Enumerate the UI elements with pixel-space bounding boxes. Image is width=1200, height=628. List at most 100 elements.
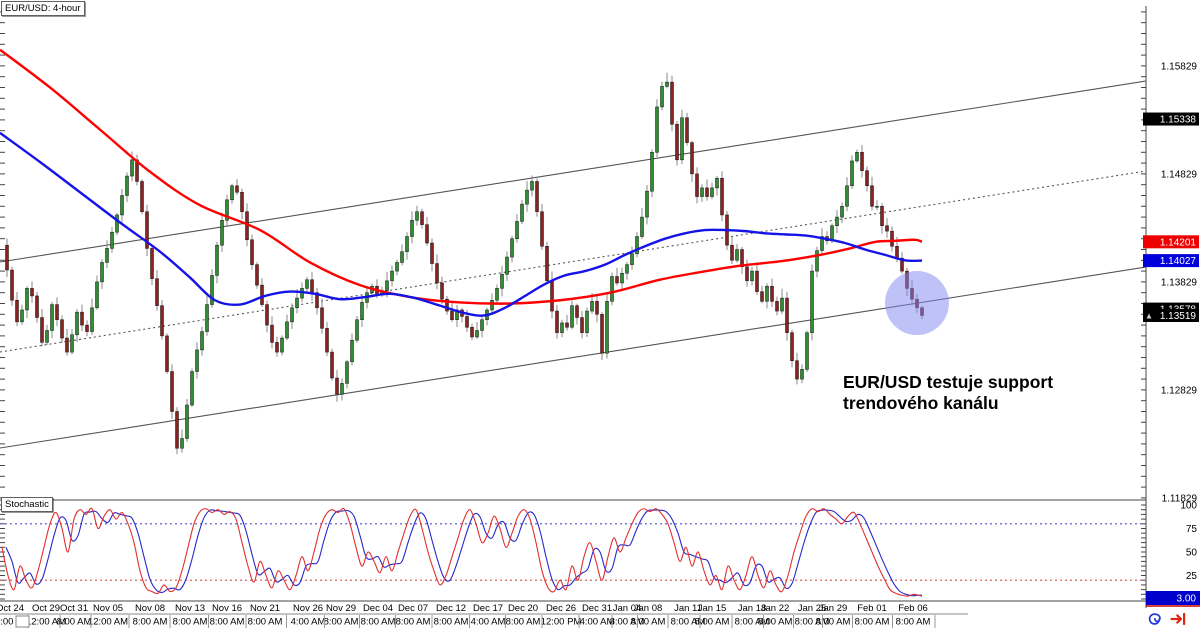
annotation-line-2: trendového kanálu [843, 393, 999, 413]
candle-down [145, 211, 149, 249]
candle-down [690, 142, 694, 175]
candle-up [125, 175, 129, 196]
candle-up [200, 331, 204, 351]
candle-up [650, 152, 654, 192]
price-label-box-blue [1143, 254, 1199, 268]
candle-up [750, 270, 754, 282]
instrument-label-text: EUR/USD: 4-hour [5, 3, 81, 14]
time-label: 8:00 AM [173, 617, 208, 628]
candle-up [110, 231, 114, 249]
date-label: Nov 21 [250, 603, 280, 614]
candle-up [735, 249, 739, 261]
candle-up [800, 369, 804, 380]
candle-up [285, 321, 289, 339]
candle-up [100, 262, 104, 283]
date-label: Dec 04 [363, 603, 393, 614]
candle-up [830, 225, 834, 242]
candle-down [565, 322, 569, 328]
time-label: 8:00 AM [396, 617, 431, 628]
stochastic-scale-label: 100 [1180, 501, 1197, 512]
candle-down [60, 319, 64, 339]
time-label: 4:00 AM [580, 617, 615, 628]
date-label: Nov 16 [212, 603, 242, 614]
time-label: 8:00 AM [795, 617, 830, 628]
date-label: Dec 20 [508, 603, 538, 614]
candle-down [440, 282, 444, 300]
candle-down [420, 211, 424, 225]
candle-down [890, 230, 894, 247]
instrument-label[interactable]: EUR/USD: 4-hour [1, 1, 85, 16]
candle-down [745, 266, 749, 282]
candle-down [260, 284, 264, 305]
candle-down [695, 173, 699, 197]
date-label: Dec 12 [436, 603, 466, 614]
candle-down [540, 211, 544, 247]
date-label: Dec 31 [582, 603, 612, 614]
candle-up [225, 199, 229, 221]
candle-up [710, 187, 714, 197]
candle-down [795, 360, 799, 380]
price-label: 1.12829 [1161, 386, 1198, 397]
annotation-line-1: EUR/USD testuje support [843, 372, 1054, 392]
candle-down [705, 187, 709, 197]
candle-up [410, 220, 414, 237]
candle-up [180, 438, 184, 449]
candle-down [465, 316, 469, 328]
candle-up [20, 309, 24, 323]
time-label: 8:00 AM [324, 617, 359, 628]
candle-up [290, 307, 294, 323]
candle-down [155, 278, 159, 306]
time-label: 8:00 AM [248, 617, 283, 628]
candle-down [895, 246, 899, 259]
candle-up [655, 106, 659, 153]
candle-down [165, 335, 169, 372]
candle-down [30, 288, 34, 297]
candle-down [335, 377, 339, 395]
candle-down [535, 181, 539, 212]
time-label: 8:00 AM [210, 617, 245, 628]
highlight-circle [885, 271, 949, 335]
stochastic-scale-label: 25 [1186, 571, 1198, 582]
candle-down [235, 185, 239, 193]
candle-up [25, 288, 29, 311]
price-label-red: 1.14201 [1160, 237, 1197, 248]
candle-up [280, 337, 284, 353]
candle-up [635, 236, 639, 255]
channel-line[interactable] [0, 266, 1147, 449]
channel-midline[interactable] [0, 170, 1147, 353]
candle-up [855, 152, 859, 162]
time-label: 8:00 AM [506, 617, 541, 628]
candle-up [605, 301, 609, 354]
candle-up [130, 159, 134, 177]
date-label: Nov 13 [175, 603, 205, 614]
date-label: Jan 22 [761, 603, 790, 614]
price-label: 1.14829 [1161, 170, 1198, 181]
time-label: 12:00 AM [26, 617, 66, 628]
candle-down [325, 328, 329, 353]
channel-line[interactable] [0, 80, 1147, 263]
candle-up [400, 251, 404, 263]
candle-up [645, 190, 649, 218]
swirl-icon[interactable] [1146, 611, 1163, 627]
candle-up [295, 297, 299, 309]
date-label: Feb 06 [898, 603, 928, 614]
stochastic-label[interactable]: Stochastic [1, 497, 53, 512]
candle-up [405, 236, 409, 252]
candle-up [340, 383, 344, 395]
candle-down [5, 244, 9, 271]
trend-channel [0, 80, 1147, 449]
time-label: 8:00 AM [631, 617, 666, 628]
candle-down [425, 224, 429, 244]
candle-up [810, 270, 814, 333]
candle-up [305, 279, 309, 289]
time-label: 8:00 AM [735, 617, 770, 628]
candle-down [870, 185, 874, 207]
skip-to-end-icon[interactable] [1170, 611, 1187, 627]
candle-down [775, 301, 779, 312]
candle-up [45, 330, 49, 343]
candle-up [665, 81, 669, 87]
candle-down [860, 152, 864, 171]
time-label: 8:00 AM [671, 617, 706, 628]
stochastic-scale-label: 75 [1186, 524, 1198, 535]
